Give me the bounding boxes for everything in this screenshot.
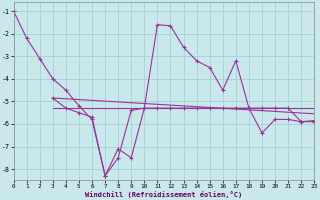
X-axis label: Windchill (Refroidissement éolien,°C): Windchill (Refroidissement éolien,°C) (85, 191, 243, 198)
